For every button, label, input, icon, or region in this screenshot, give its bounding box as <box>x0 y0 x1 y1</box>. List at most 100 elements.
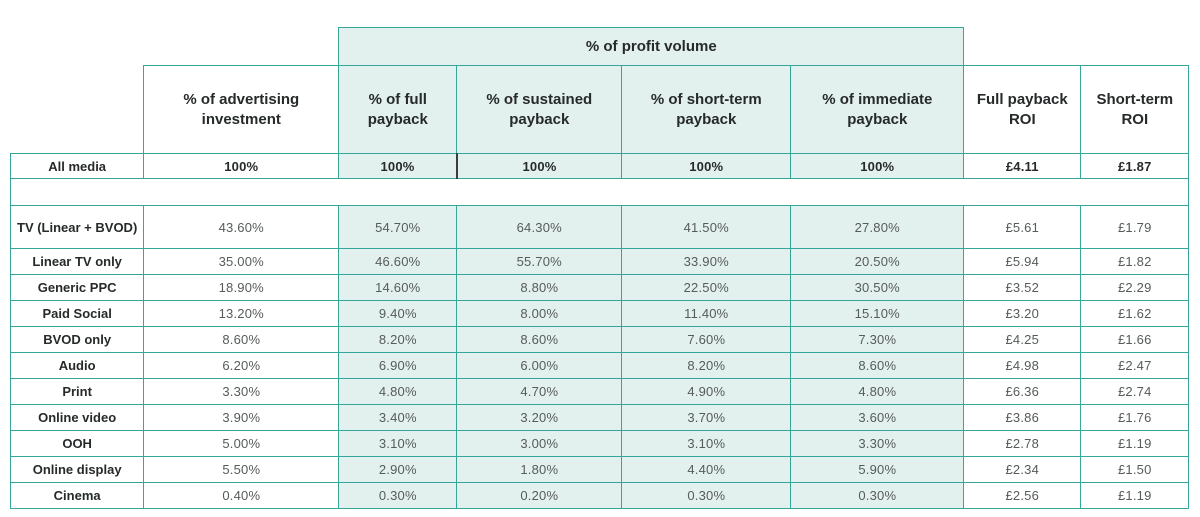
cell: 100% <box>790 153 965 179</box>
cell: 100% <box>338 153 458 179</box>
col-header-short-term-payback: % of short-term payback <box>621 65 792 154</box>
row-label: OOH <box>9 430 145 457</box>
cell: 3.40% <box>338 404 458 431</box>
table-row: Cinema 0.40% 0.30% 0.20% 0.30% 0.30% £2.56 £1.1… <box>9 482 1190 509</box>
media-roi-table: % of profit volume % of advertising inve… <box>9 27 1190 509</box>
spacer-row <box>9 178 1190 206</box>
cell: 0.20% <box>456 482 623 509</box>
cell: £3.20 <box>963 300 1082 327</box>
table-row: Online display 5.50% 2.90% 1.80% 4.40% 5.90% £… <box>9 456 1190 483</box>
table-row: Online video 3.90% 3.40% 3.20% 3.70% 3.60% £3.… <box>9 404 1190 431</box>
cell: 41.50% <box>621 205 792 249</box>
cell: 8.00% <box>456 300 623 327</box>
table-body: TV (Linear + BVOD) 43.60% 54.70% 64.30% 41.5… <box>9 205 1190 509</box>
cell: 30.50% <box>790 274 965 301</box>
cell: 3.00% <box>456 430 623 457</box>
cell: 3.90% <box>143 404 340 431</box>
spacer-cell <box>9 178 144 206</box>
col-header-sustained-payback: % of sustained payback <box>456 65 623 154</box>
cell: 3.70% <box>621 404 792 431</box>
cell: 35.00% <box>143 248 340 275</box>
cell: 11.40% <box>621 300 792 327</box>
cell: 55.70% <box>456 248 623 275</box>
cell: 100% <box>621 153 792 179</box>
cell: 4.80% <box>338 378 458 405</box>
cell: 14.60% <box>338 274 458 301</box>
table-row: Paid Social 13.20% 9.40% 8.00% 11.40% 15.10% £… <box>9 300 1190 327</box>
row-label: Generic PPC <box>9 274 145 301</box>
cell: 33.90% <box>621 248 792 275</box>
cell: £4.25 <box>963 326 1082 353</box>
column-header-row: % of advertising investment % of full pa… <box>10 65 1190 154</box>
cell: £2.56 <box>963 482 1082 509</box>
group-header-row: % of profit volume <box>10 27 1189 66</box>
cell: £1.62 <box>1080 300 1190 327</box>
cell: 9.40% <box>338 300 458 327</box>
cell: £1.76 <box>1080 404 1190 431</box>
cell: £2.78 <box>963 430 1082 457</box>
cell: 5.90% <box>790 456 965 483</box>
cell: 64.30% <box>456 205 623 249</box>
cell: 3.20% <box>456 404 623 431</box>
cell: 20.50% <box>790 248 965 275</box>
cell: £1.79 <box>1080 205 1190 249</box>
cell: 7.30% <box>790 326 965 353</box>
cell: 13.20% <box>143 300 340 327</box>
row-label: Print <box>9 378 145 405</box>
cell: 8.60% <box>143 326 340 353</box>
cell: 0.30% <box>790 482 965 509</box>
row-label: Online video <box>9 404 145 431</box>
cell: 3.30% <box>143 378 340 405</box>
cell: 1.80% <box>456 456 623 483</box>
cell: £5.94 <box>963 248 1082 275</box>
table-row: Audio 6.20% 6.90% 6.00% 8.20% 8.60% £4.98 £2.47 <box>9 352 1190 379</box>
cell: 46.60% <box>338 248 458 275</box>
cell: 4.40% <box>621 456 792 483</box>
cell: 5.00% <box>143 430 340 457</box>
cell: 8.60% <box>790 352 965 379</box>
cell: 100% <box>143 153 340 179</box>
row-label: All media <box>9 153 145 179</box>
cell: 22.50% <box>621 274 792 301</box>
row-label: BVOD only <box>9 326 145 353</box>
cell: £1.19 <box>1080 482 1190 509</box>
cell: £2.47 <box>1080 352 1190 379</box>
cell: £1.66 <box>1080 326 1190 353</box>
table-row: Linear TV only 35.00% 46.60% 55.70% 33.90% 20… <box>9 248 1190 275</box>
table-row: Print 3.30% 4.80% 4.70% 4.90% 4.80% £6.36 £2.74 <box>9 378 1190 405</box>
cell: £1.19 <box>1080 430 1190 457</box>
cell: 8.20% <box>338 326 458 353</box>
cell: £2.74 <box>1080 378 1190 405</box>
spacer-cell <box>143 178 1081 206</box>
cell: £6.36 <box>963 378 1082 405</box>
cell: £5.61 <box>963 205 1082 249</box>
col-header-full-payback-roi: Full payback ROI <box>963 65 1082 154</box>
cell: 18.90% <box>143 274 340 301</box>
cell: £3.86 <box>963 404 1082 431</box>
cell: £3.52 <box>963 274 1082 301</box>
cell: 100% <box>455 153 623 179</box>
cell: 3.10% <box>621 430 792 457</box>
table-row: TV (Linear + BVOD) 43.60% 54.70% 64.30% 41.5… <box>9 205 1190 249</box>
cell: £1.82 <box>1080 248 1190 275</box>
cell: 4.70% <box>456 378 623 405</box>
col-header-full-payback: % of full payback <box>338 65 458 154</box>
cell: £1.87 <box>1080 153 1190 179</box>
cell: 3.60% <box>790 404 965 431</box>
row-label-header-spacer <box>10 65 144 154</box>
cell: 8.60% <box>456 326 623 353</box>
row-label: TV (Linear + BVOD) <box>9 205 145 249</box>
cell: 2.90% <box>338 456 458 483</box>
cell: 15.10% <box>790 300 965 327</box>
cell: 6.00% <box>456 352 623 379</box>
cell: 6.90% <box>338 352 458 379</box>
cell: £1.50 <box>1080 456 1190 483</box>
cell: 0.30% <box>621 482 792 509</box>
col-header-immediate-payback: % of immediate payback <box>790 65 965 154</box>
cell: 5.50% <box>143 456 340 483</box>
cell: £2.34 <box>963 456 1082 483</box>
row-label: Cinema <box>9 482 145 509</box>
cell: 4.80% <box>790 378 965 405</box>
row-label: Audio <box>9 352 145 379</box>
